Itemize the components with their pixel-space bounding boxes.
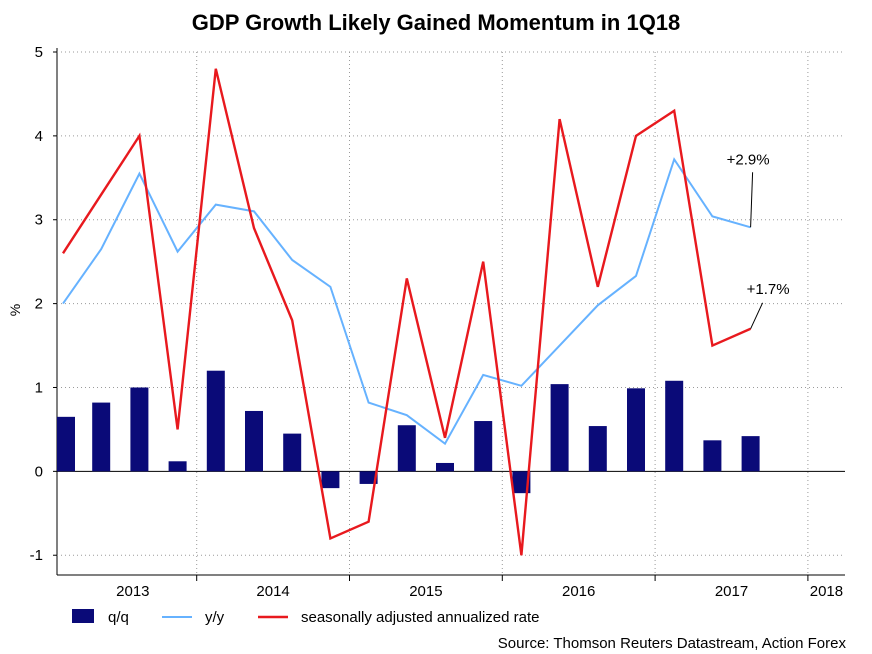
bar-qq	[130, 387, 149, 472]
bar-qq	[168, 461, 187, 472]
bar-qq	[703, 440, 722, 472]
bar-qq	[245, 410, 263, 472]
y-tick-label: 0	[35, 463, 43, 480]
line-yy	[62, 157, 751, 446]
y-tick-label: 5	[35, 44, 43, 61]
x-tick-label: 2014	[256, 583, 289, 600]
chart-title: GDP Growth Likely Gained Momentum in 1Q1…	[192, 10, 681, 35]
y-axis-label: %	[7, 304, 23, 316]
legend-label-yy: y/y	[205, 609, 225, 626]
x-tick-label: 2016	[562, 583, 595, 600]
legend-label-saar: seasonally adjusted annualized rate	[301, 609, 540, 626]
bar-qq	[550, 384, 569, 472]
y-tick-label: 3	[35, 212, 43, 229]
x-tick-label: 2013	[116, 583, 149, 600]
bar-qq	[665, 380, 684, 472]
annotation-label: +1.7%	[747, 281, 790, 298]
y-tick-label: -1	[30, 547, 43, 564]
bar-qq	[321, 471, 340, 489]
bar-qq	[588, 426, 607, 472]
line-saar	[61, 68, 752, 556]
x-tick-label: 2018	[810, 583, 843, 600]
x-tick-label: 2017	[715, 583, 748, 600]
legend-swatch-qq	[72, 609, 94, 623]
annotation-label: +2.9%	[727, 151, 770, 168]
bar-qq	[359, 471, 378, 484]
bar-qq	[436, 462, 454, 472]
legend-label-qq: q/q	[108, 609, 129, 626]
bar-qq	[397, 425, 416, 472]
bar-qq	[206, 370, 225, 472]
bar-qq	[283, 433, 302, 472]
plot-area: -1 0 1 2 3 4 5 2013 2014 2015 2016 2017 2018 +2.9% +1.…	[30, 44, 845, 600]
bar-qq	[627, 388, 645, 472]
y-tick-label: 2	[35, 296, 43, 313]
bar-qq	[57, 416, 75, 472]
bar-qq	[512, 471, 531, 494]
source-note: Source: Thomson Reuters Datastream, Acti…	[498, 635, 847, 652]
bar-qq	[92, 402, 111, 472]
annotation-leader	[750, 302, 764, 329]
x-tick-label: 2015	[409, 583, 442, 600]
bar-qq	[474, 421, 493, 472]
y-tick-label: 4	[35, 128, 43, 145]
bar-qq	[741, 436, 760, 472]
y-tick-label: 1	[35, 379, 43, 396]
legend: q/q y/y seasonally adjusted annualized rat…	[72, 609, 540, 626]
annotation-leader	[750, 172, 754, 228]
